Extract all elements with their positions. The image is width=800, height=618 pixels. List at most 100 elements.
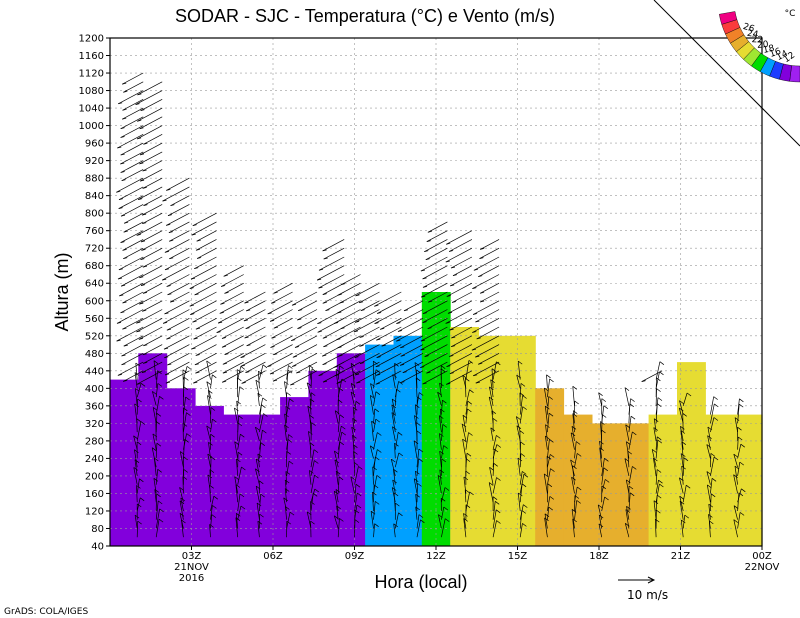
- wind-barb-tip: [354, 462, 359, 466]
- wind-barb-tip: [191, 347, 196, 350]
- wind-barb: [682, 457, 685, 476]
- wind-barb: [437, 392, 442, 406]
- wind-profile: [445, 230, 474, 538]
- wind-barb: [475, 344, 500, 358]
- wind-barb: [414, 415, 418, 433]
- wind-barb-tip: [427, 327, 432, 330]
- wind-barb-tip: [576, 486, 582, 491]
- wind-barb-tip: [212, 418, 217, 423]
- wind-barb: [710, 417, 715, 433]
- wind-barb: [547, 496, 551, 512]
- wind-barb-tip: [136, 503, 142, 508]
- wind-barb-tip: [262, 397, 267, 402]
- wind-barb-tip: [163, 322, 168, 324]
- wind-barb: [138, 186, 163, 200]
- wind-barb: [402, 361, 424, 374]
- wind-barb: [374, 291, 402, 307]
- wind-barb-tip: [166, 285, 171, 287]
- wind-barb: [118, 256, 144, 271]
- y-tick-label: 400: [85, 384, 104, 395]
- y-tick-label: 120: [85, 506, 104, 517]
- wind-profile: [267, 282, 295, 538]
- wind-barb: [393, 523, 396, 538]
- wind-barb-tip: [191, 233, 196, 236]
- wind-barb: [240, 352, 266, 367]
- wind-barb: [479, 291, 500, 303]
- wind-reference-arrowhead: [647, 576, 656, 584]
- y-tick-label: 200: [85, 471, 104, 482]
- wind-barb-tip: [424, 355, 429, 357]
- wind-barb-tip: [461, 423, 467, 428]
- wind-barb-tip: [136, 383, 141, 385]
- wind-barb: [237, 493, 241, 512]
- wind-barb-tip: [491, 368, 497, 372]
- wind-barb-tip: [402, 371, 407, 374]
- wind-barb-tip: [358, 466, 363, 470]
- wind-barb-tip: [658, 479, 663, 484]
- wind-barb-tip: [395, 502, 400, 507]
- wind-barb: [422, 274, 448, 288]
- wind-barb-tip: [467, 408, 472, 413]
- wind-barb: [679, 477, 684, 494]
- wind-barb-tip: [318, 268, 324, 271]
- wind-barb: [335, 489, 339, 503]
- wind-barb-tip: [236, 369, 242, 373]
- wind-barb: [399, 352, 424, 366]
- wind-barb-tip: [420, 366, 425, 369]
- wind-barb: [547, 396, 550, 415]
- wind-barb: [116, 309, 144, 324]
- wind-barb: [164, 300, 190, 315]
- wind-barb: [628, 416, 632, 433]
- wind-barb: [118, 195, 144, 209]
- wind-barb: [445, 309, 473, 324]
- wind-barb-tip: [548, 396, 553, 400]
- wind-barb: [359, 352, 380, 364]
- wind-barb: [682, 392, 688, 407]
- wind-barb: [420, 326, 448, 342]
- wind-barb: [139, 291, 163, 305]
- wind-barb: [394, 363, 396, 380]
- wind-barb: [170, 195, 190, 207]
- wind-barb-tip: [523, 473, 529, 478]
- wind-barb: [318, 256, 345, 271]
- wind-barb-tip: [223, 274, 228, 277]
- wind-barb-tip: [576, 500, 581, 504]
- wind-barb-tip: [140, 179, 145, 182]
- wind-barb: [234, 476, 239, 494]
- wind-barb: [236, 400, 239, 415]
- wind-barb-tip: [306, 382, 312, 387]
- wind-barb-tip: [121, 179, 126, 182]
- wind-barb: [183, 439, 185, 459]
- wind-barb: [369, 395, 374, 415]
- wind-barb: [415, 494, 418, 512]
- wind-barb: [123, 81, 144, 93]
- wind-barb-tip: [284, 381, 289, 385]
- wind-barb: [422, 265, 448, 280]
- wind-barb: [492, 501, 496, 520]
- wind-barb: [446, 352, 473, 368]
- wind-barb: [420, 256, 448, 272]
- wind-barb: [391, 398, 396, 415]
- wind-barb-tip: [298, 309, 303, 312]
- wind-barb: [570, 432, 575, 450]
- wind-barb-tip: [446, 295, 451, 297]
- wind-barb-tip: [494, 501, 500, 505]
- wind-barb: [297, 317, 318, 329]
- wind-barb-tip: [334, 450, 339, 455]
- wind-barb-tip: [353, 330, 358, 333]
- wind-barb-tip: [370, 510, 376, 515]
- wind-barb: [373, 484, 375, 503]
- y-tick-label: 720: [85, 244, 104, 255]
- wind-barb: [284, 479, 287, 494]
- wind-barb: [310, 475, 315, 494]
- wind-profile: [353, 282, 382, 538]
- wind-barb: [163, 335, 190, 350]
- wind-barb-tip: [475, 381, 480, 384]
- wind-barb-tip: [159, 508, 164, 513]
- wind-barb: [189, 274, 217, 289]
- legend-level-label: 22: [751, 35, 763, 45]
- wind-barb-tip: [143, 142, 148, 145]
- wind-barb: [285, 506, 287, 520]
- wind-barb: [391, 412, 396, 433]
- wind-barb-tip: [141, 371, 147, 374]
